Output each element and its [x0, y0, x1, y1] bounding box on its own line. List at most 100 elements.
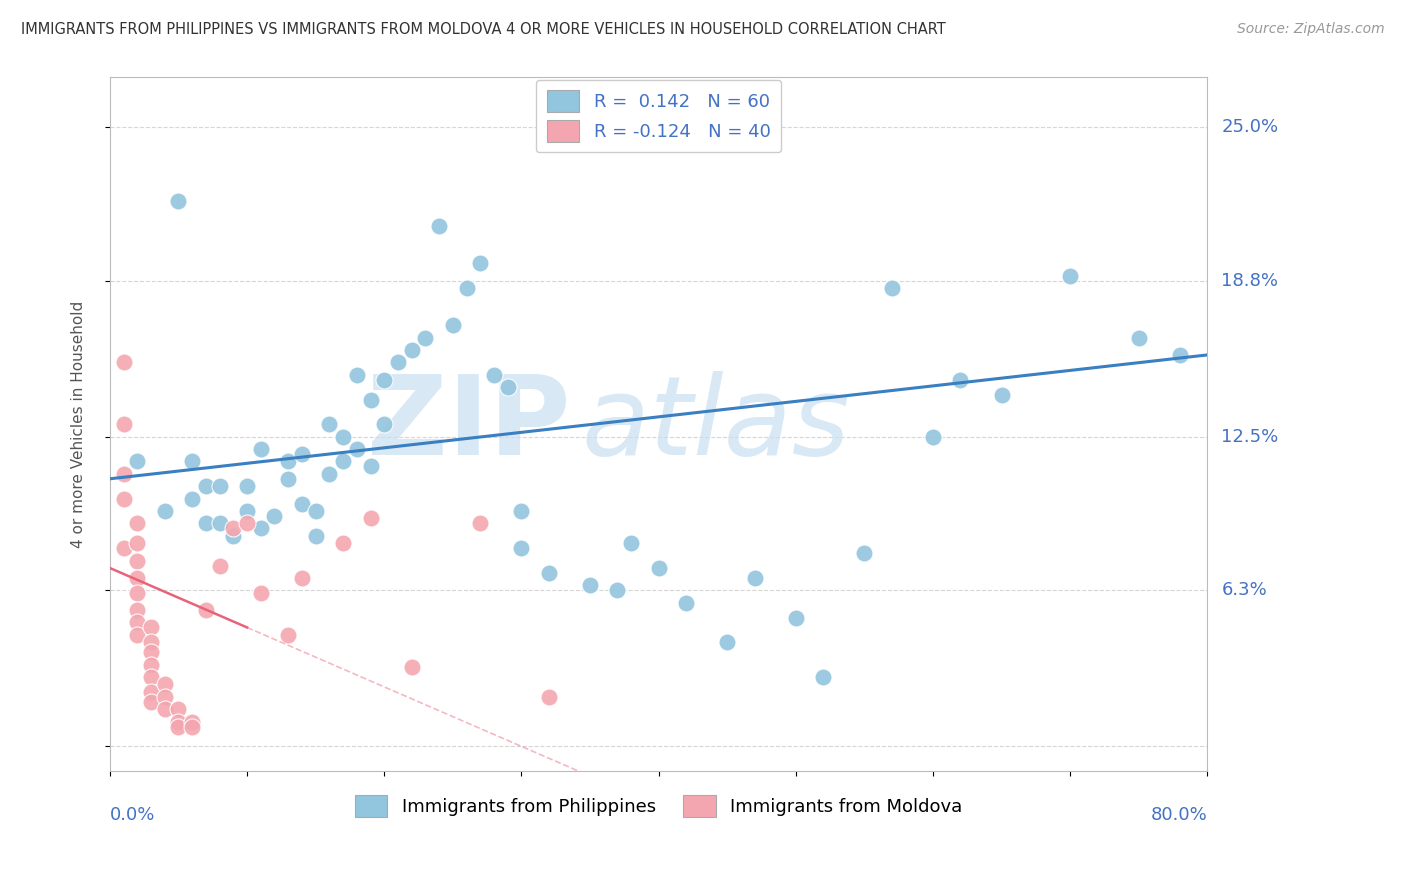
Point — [606, 583, 628, 598]
Point — [318, 467, 340, 481]
Text: ZIP: ZIP — [367, 371, 571, 478]
Point — [127, 603, 149, 617]
Point — [277, 454, 299, 468]
Point — [153, 702, 176, 716]
Point — [291, 447, 314, 461]
Point — [277, 628, 299, 642]
Point — [194, 479, 217, 493]
Point — [304, 504, 326, 518]
Text: 0.0%: 0.0% — [110, 805, 155, 824]
Point — [222, 521, 245, 535]
Point — [236, 516, 259, 531]
Point — [401, 343, 423, 357]
Point — [139, 670, 162, 684]
Point — [373, 417, 395, 432]
Point — [139, 685, 162, 699]
Point — [112, 491, 135, 506]
Point — [249, 521, 271, 535]
Point — [181, 491, 204, 506]
Point — [456, 281, 478, 295]
Point — [346, 442, 368, 456]
Point — [127, 454, 149, 468]
Point — [291, 497, 314, 511]
Point — [620, 536, 643, 550]
Point — [427, 219, 450, 233]
Point — [194, 603, 217, 617]
Legend: R =  0.142   N = 60, R = -0.124   N = 40: R = 0.142 N = 60, R = -0.124 N = 40 — [536, 79, 782, 153]
Point — [112, 417, 135, 432]
Point — [139, 695, 162, 709]
Point — [346, 368, 368, 382]
Point — [537, 566, 560, 580]
Point — [304, 529, 326, 543]
Point — [360, 459, 382, 474]
Point — [360, 511, 382, 525]
Point — [415, 330, 437, 344]
Point — [194, 516, 217, 531]
Point — [167, 702, 190, 716]
Point — [880, 281, 903, 295]
Point — [510, 541, 533, 556]
Point — [153, 504, 176, 518]
Point — [332, 536, 354, 550]
Text: atlas: atlas — [582, 371, 851, 478]
Point — [332, 430, 354, 444]
Point — [167, 720, 190, 734]
Point — [127, 553, 149, 567]
Point — [112, 355, 135, 369]
Point — [263, 508, 285, 523]
Point — [277, 472, 299, 486]
Point — [139, 657, 162, 672]
Point — [496, 380, 519, 394]
Point — [482, 368, 505, 382]
Point — [387, 355, 409, 369]
Point — [537, 690, 560, 704]
Point — [249, 586, 271, 600]
Point — [139, 645, 162, 659]
Text: 12.5%: 12.5% — [1222, 427, 1278, 446]
Text: 80.0%: 80.0% — [1150, 805, 1208, 824]
Text: Source: ZipAtlas.com: Source: ZipAtlas.com — [1237, 22, 1385, 37]
Point — [181, 720, 204, 734]
Point — [181, 714, 204, 729]
Point — [127, 536, 149, 550]
Point — [112, 467, 135, 481]
Point — [1128, 330, 1150, 344]
Point — [236, 479, 259, 493]
Point — [922, 430, 945, 444]
Point — [373, 373, 395, 387]
Point — [249, 442, 271, 456]
Point — [208, 516, 231, 531]
Point — [1059, 268, 1081, 283]
Point — [127, 586, 149, 600]
Point — [236, 504, 259, 518]
Text: 25.0%: 25.0% — [1222, 118, 1278, 136]
Point — [470, 256, 492, 270]
Point — [785, 610, 807, 624]
Point — [127, 628, 149, 642]
Text: IMMIGRANTS FROM PHILIPPINES VS IMMIGRANTS FROM MOLDOVA 4 OR MORE VEHICLES IN HOU: IMMIGRANTS FROM PHILIPPINES VS IMMIGRANT… — [21, 22, 946, 37]
Text: 6.3%: 6.3% — [1222, 582, 1267, 599]
Point — [401, 660, 423, 674]
Point — [127, 615, 149, 630]
Point — [153, 677, 176, 691]
Point — [181, 454, 204, 468]
Point — [208, 479, 231, 493]
Point — [853, 546, 876, 560]
Point — [222, 529, 245, 543]
Point — [332, 454, 354, 468]
Point — [441, 318, 464, 333]
Point — [949, 373, 972, 387]
Point — [675, 596, 697, 610]
Point — [112, 541, 135, 556]
Point — [318, 417, 340, 432]
Point — [139, 635, 162, 649]
Point — [167, 714, 190, 729]
Point — [1168, 348, 1191, 362]
Point — [291, 571, 314, 585]
Point — [167, 194, 190, 209]
Point — [153, 690, 176, 704]
Text: 18.8%: 18.8% — [1222, 271, 1278, 290]
Point — [647, 561, 669, 575]
Point — [579, 578, 602, 592]
